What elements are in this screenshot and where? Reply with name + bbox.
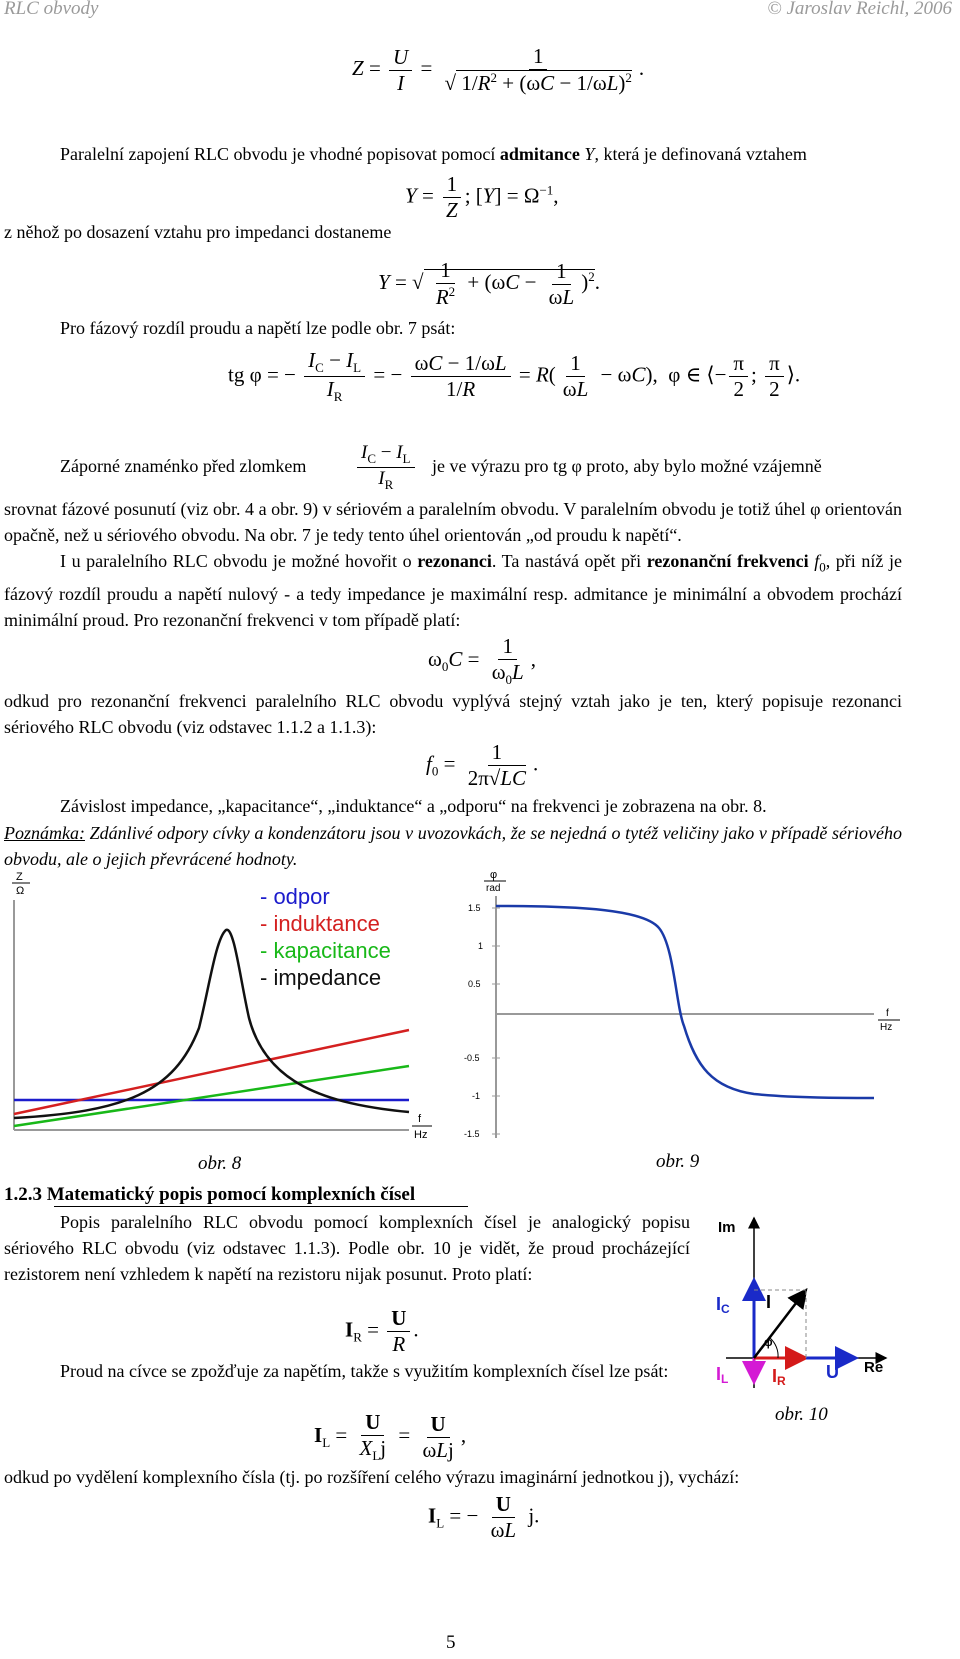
- paragraph-odkud: odkud pro rezonanční frekvenci paralelní…: [4, 691, 902, 737]
- fig8-xlabel-top: f: [418, 1113, 422, 1125]
- page-number: 5: [446, 1632, 456, 1653]
- fig8-ylabel-bot: Ω: [16, 885, 24, 897]
- series-induktance: [13, 1028, 410, 1116]
- fig9-ylabel-top: φ: [490, 869, 497, 881]
- fig9-tick-1.5: 1.5: [468, 903, 481, 913]
- series-kapacitance: [13, 1064, 410, 1128]
- note-label: Poznámka:: [4, 823, 85, 843]
- fig9-tick-m1: -1: [472, 1091, 480, 1101]
- equation-admitance-def: Y = 1 Z; [Y] = Ω−1,: [405, 172, 559, 222]
- phasor-I: [753, 1288, 808, 1359]
- figure-8-chart: Z Ω f Hz - odpor - induktance - kapacita…: [12, 871, 432, 1141]
- section-heading: 1.2.3 Matematický popis pomocí komplexní…: [4, 1184, 416, 1205]
- caption-fig9: obr. 9: [656, 1151, 700, 1172]
- fig10-ir-label: IR: [772, 1366, 786, 1388]
- fig10-im-label: Im: [718, 1219, 736, 1236]
- fig8-legend: - odpor - induktance - kapacitance - imp…: [260, 884, 391, 990]
- caption-fig10: obr. 10: [775, 1404, 828, 1425]
- figure-9-chart: φ rad 1.5 1 0.5 -0.5 -1 -1.5 f Hz: [464, 869, 900, 1139]
- paragraph-admitance: Paralelní zapojení RLC obvodu je vhodné …: [60, 144, 807, 164]
- paragraph-zavislost: Závislost impedance, „kapacitance“, „ind…: [60, 796, 767, 816]
- equation-f0: f0 = 1 2π√LC.: [426, 740, 539, 790]
- series-phi: [495, 904, 875, 1100]
- inline-fraction: IC − IL IR: [354, 442, 418, 493]
- section-underline: [54, 1206, 468, 1207]
- fig10-il-label: IL: [716, 1364, 728, 1386]
- fig9-tick-m0.5: -0.5: [464, 1053, 480, 1063]
- paragraph-vydeleni: odkud po vydělení komplexního čísla (tj.…: [4, 1467, 740, 1487]
- figure-10-phasor: Im Re φ IC I IL IR U: [716, 1216, 888, 1388]
- note: Poznámka: Zdánlivé odpory cívky a konden…: [4, 823, 902, 869]
- paragraph-fazovy-rozdil: Pro fázový rozdíl proudu a napětí lze po…: [60, 318, 456, 338]
- paragraph-znamenko-a: Záporné znaménko před zlomkem: [60, 456, 307, 476]
- paragraph-komplexni: Popis paralelního RLC obvodu pomocí komp…: [4, 1212, 690, 1284]
- equation-tg-phi: tg φ = − IC − IL IR = − ωC − 1/ωL 1/R = R(…: [228, 348, 801, 405]
- legend-impedance: - impedance: [260, 965, 381, 990]
- fig10-ic-label: IC: [716, 1294, 730, 1316]
- fig10-re-label: Re: [864, 1359, 883, 1376]
- running-header-right: © Jaroslav Reichl, 2006: [767, 0, 952, 19]
- legend-kapacitance: - kapacitance: [260, 938, 391, 963]
- legend-induktance: - induktance: [260, 911, 380, 936]
- fig9-tick-m1.5: -1.5: [464, 1129, 480, 1139]
- equation-admitance: Y = √ 1 R2 + (ωC − 1 ωL)2.: [378, 258, 600, 309]
- fig10-phi: φ: [764, 1335, 773, 1349]
- fig8-ylabel-top: Z: [16, 871, 23, 883]
- fig9-xlabel-top: f: [886, 1008, 889, 1019]
- fig10-u-label: U: [826, 1362, 839, 1382]
- legend-odpor: - odpor: [260, 884, 330, 909]
- series-impedance: [13, 928, 410, 1120]
- paragraph-znamenko-b: je ve výrazu pro tg φ proto, aby bylo mo…: [432, 456, 822, 476]
- running-header-left: RLC obvody: [4, 0, 99, 19]
- fig9-tick-0.5: 0.5: [468, 979, 481, 989]
- paragraph-dosazeni: z něhož po dosazení vztahu pro impedanci…: [4, 222, 392, 242]
- fig9-xlabel-bot: Hz: [880, 1022, 892, 1033]
- paragraph-srovnani: srovnat fázové posunutí (viz obr. 4 a ob…: [4, 499, 902, 545]
- fig9-ylabel-bot: rad: [486, 883, 500, 894]
- equation-rezonance-cond: ω0C = 1 ω0L,: [428, 634, 536, 688]
- fig10-i-label: I: [766, 1292, 771, 1312]
- caption-fig8: obr. 8: [198, 1153, 242, 1174]
- fig9-tick-1: 1: [478, 941, 483, 951]
- paragraph-civka: Proud na cívce se zpožďuje za napětím, t…: [60, 1361, 669, 1381]
- fig8-xlabel-bot: Hz: [414, 1129, 427, 1141]
- paragraph-rezonance: I u paralelního RLC obvodu je možné hovo…: [4, 551, 902, 630]
